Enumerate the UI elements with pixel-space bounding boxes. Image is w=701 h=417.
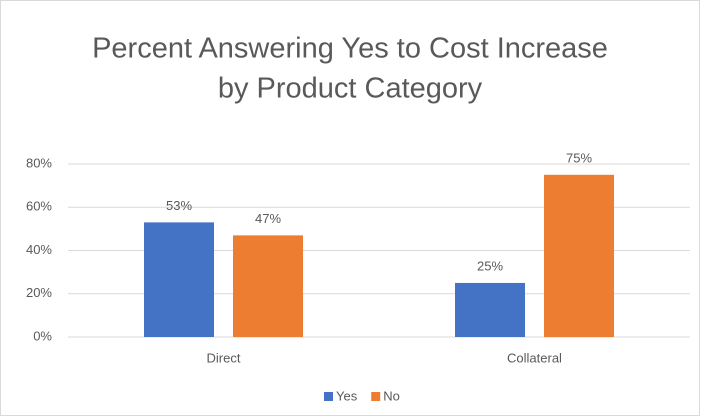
- legend-label: No: [383, 388, 400, 403]
- value-label: 75%: [566, 150, 592, 165]
- legend-swatch: [324, 392, 333, 401]
- y-tick-label: 60%: [26, 199, 52, 214]
- legend-swatch: [371, 392, 381, 401]
- bar: [544, 174, 614, 337]
- value-label: 25%: [477, 258, 503, 273]
- y-tick-label: 20%: [26, 285, 52, 300]
- x-tick-label: Collateral: [507, 350, 562, 365]
- bar: [144, 222, 214, 337]
- value-label: 53%: [166, 198, 192, 213]
- bar: [455, 282, 525, 337]
- y-tick-label: 80%: [26, 155, 52, 170]
- y-tick-label: 40%: [26, 242, 52, 257]
- y-tick-label: 0%: [33, 328, 52, 343]
- bar: [233, 235, 303, 337]
- value-label: 47%: [255, 211, 281, 226]
- chart-title: Percent Answering Yes to Cost Increase: [92, 33, 608, 65]
- chart-title: by Product Category: [218, 73, 483, 105]
- x-tick-label: Direct: [207, 350, 241, 365]
- legend-label: Yes: [336, 388, 358, 403]
